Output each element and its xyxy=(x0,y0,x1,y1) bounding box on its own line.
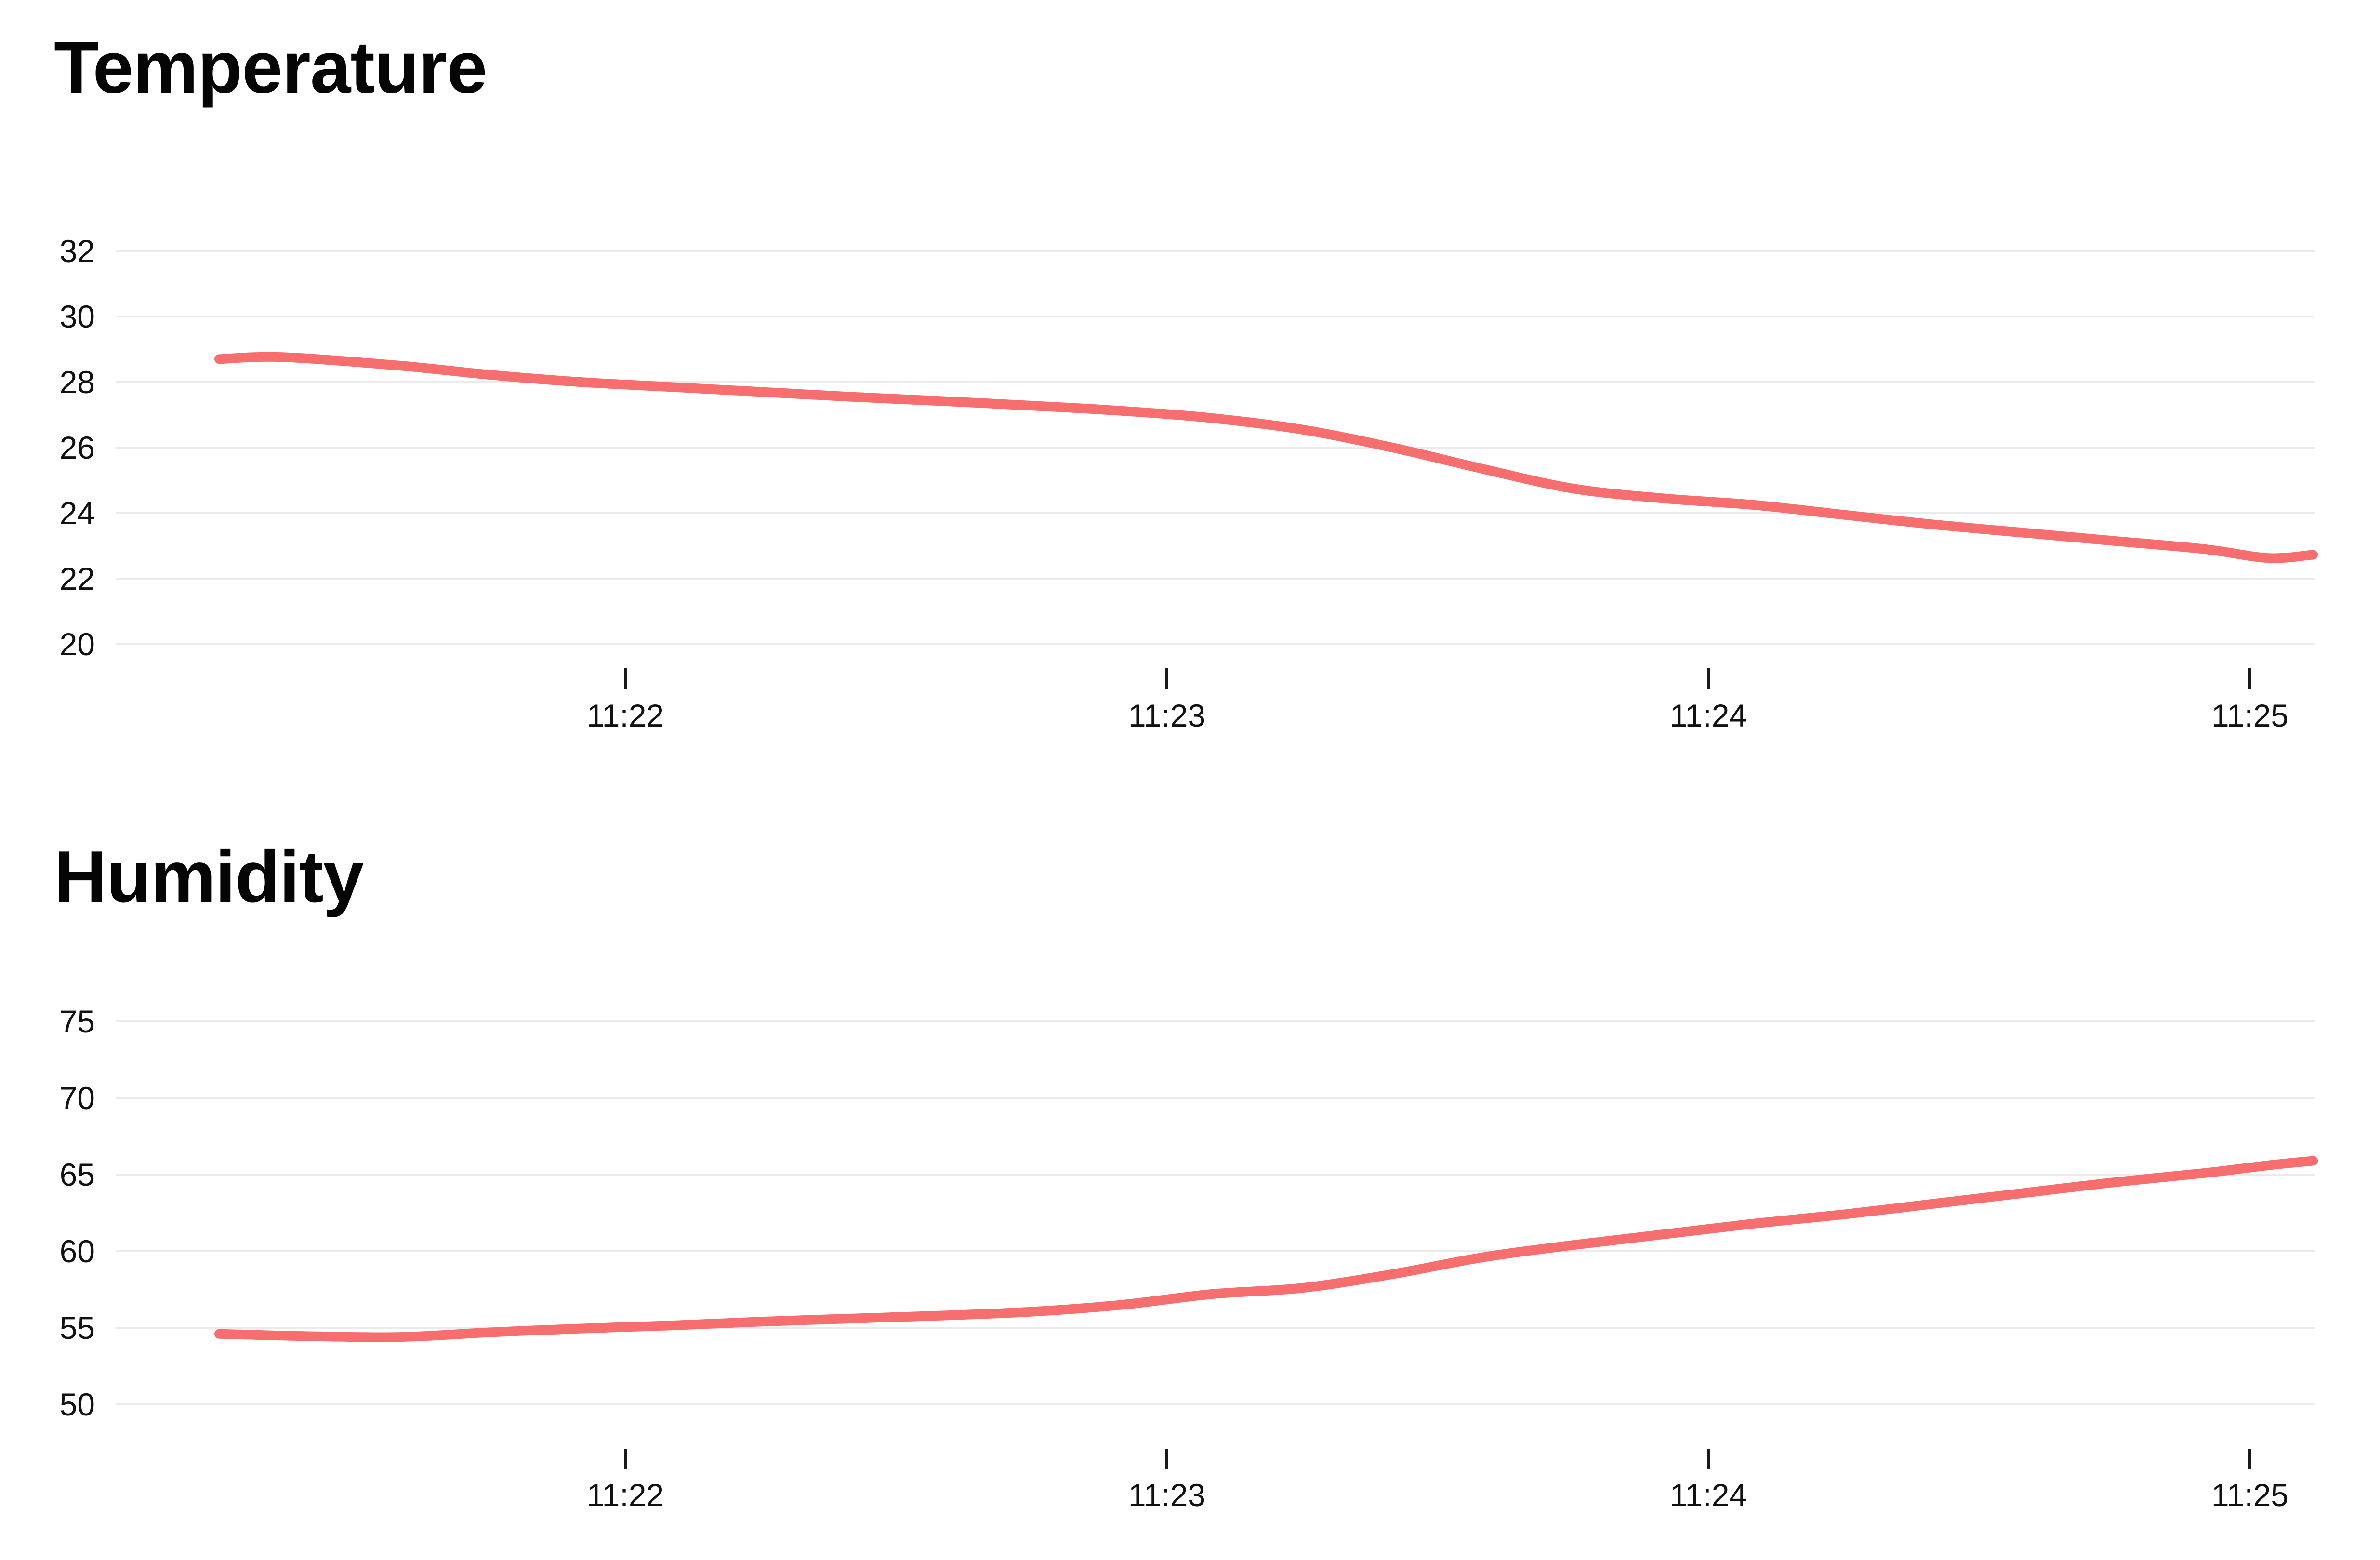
series-line xyxy=(214,1156,2318,1342)
temperature-chart: 32 30 28 26 24 22 20 11:22 11:23 11:24 11:25 xyxy=(60,233,2318,733)
y-tick-label: 28 xyxy=(60,364,95,400)
y-tick-label: 32 xyxy=(60,233,95,269)
x-tick-label: 11:24 xyxy=(1670,1477,1747,1513)
y-tick-label: 60 xyxy=(60,1233,95,1269)
x-tick-label: 11:25 xyxy=(2211,698,2288,733)
x-tick-mark xyxy=(2248,1449,2251,1469)
y-tick-label: 65 xyxy=(60,1157,95,1192)
x-tick-label: 11:22 xyxy=(587,1477,664,1513)
humidity-chart: 75 70 65 60 55 50 11:22 11:23 11:24 11:25 xyxy=(60,1004,2318,1513)
x-tick-label: 11:24 xyxy=(1670,698,1747,733)
y-tick-label: 20 xyxy=(60,626,95,662)
temperature-chart-title: Temperature xyxy=(54,26,487,108)
x-tick-mark xyxy=(2248,668,2251,689)
y-tick-label: 30 xyxy=(60,299,95,334)
x-tick-label: 11:25 xyxy=(2211,1477,2288,1513)
y-tick-label: 26 xyxy=(60,430,95,465)
x-tick-label: 11:22 xyxy=(587,698,664,733)
humidity-chart-title: Humidity xyxy=(54,836,364,918)
y-tick-label: 55 xyxy=(60,1310,95,1346)
y-tick-label: 22 xyxy=(60,561,95,596)
x-tick-mark xyxy=(1165,1449,1168,1469)
y-tick-label: 70 xyxy=(60,1080,95,1116)
x-tick-mark xyxy=(1165,668,1168,689)
x-tick-label: 11:23 xyxy=(1128,698,1205,733)
x-tick-mark xyxy=(624,668,627,689)
series-line xyxy=(214,352,2318,563)
x-tick-mark xyxy=(624,1449,627,1469)
y-tick-label: 50 xyxy=(60,1387,95,1422)
x-tick-mark xyxy=(1707,1449,1710,1469)
x-tick-label: 11:23 xyxy=(1128,1477,1205,1513)
y-tick-label: 24 xyxy=(60,495,95,531)
x-tick-mark xyxy=(1707,668,1710,689)
y-tick-label: 75 xyxy=(60,1004,95,1039)
